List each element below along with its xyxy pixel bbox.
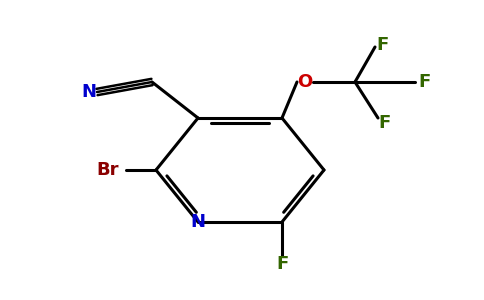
Text: Br: Br: [97, 161, 119, 179]
Text: N: N: [191, 213, 206, 231]
Text: N: N: [81, 83, 96, 101]
Text: F: F: [377, 36, 389, 54]
Text: F: F: [379, 114, 391, 132]
Text: F: F: [276, 255, 288, 273]
Text: O: O: [297, 73, 313, 91]
Text: F: F: [418, 73, 430, 91]
